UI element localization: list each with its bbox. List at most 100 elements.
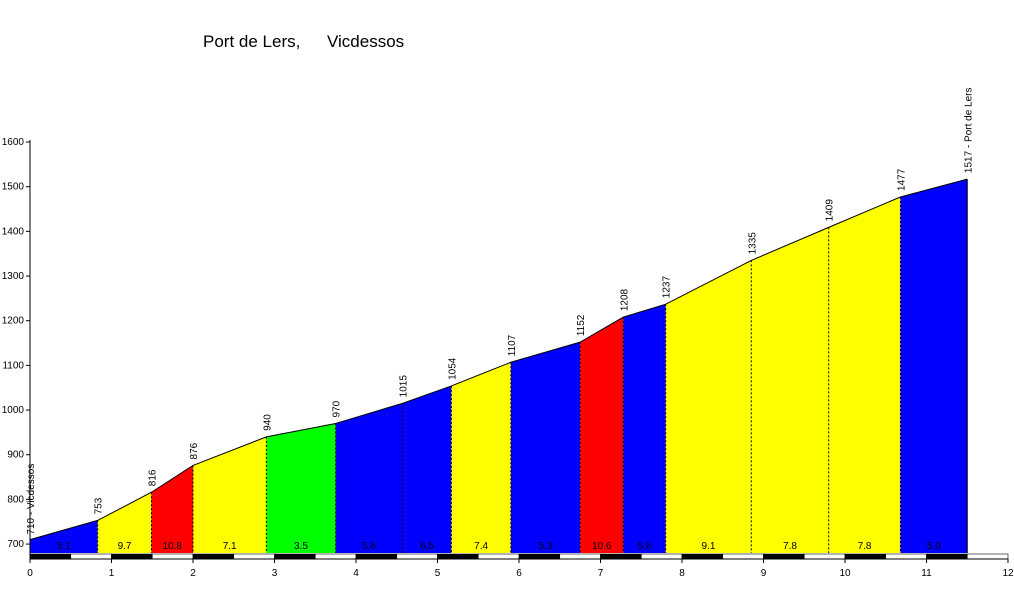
x-tick-label: 12 <box>1002 568 1014 579</box>
distance-bar-block <box>111 553 153 560</box>
y-tick-label: 800 <box>7 494 24 505</box>
y-tick-label: 1600 <box>2 137 25 148</box>
gradient-label: 5.3 <box>539 541 553 552</box>
x-tick-label: 2 <box>190 568 196 579</box>
distance-bar-block <box>559 553 601 560</box>
distance-bar-block <box>355 553 398 560</box>
distance-bar-block <box>722 553 764 560</box>
elevation-label: 1152 <box>576 314 587 336</box>
distance-bar-block <box>600 553 642 560</box>
profile-segment <box>30 520 98 553</box>
y-tick-label: 900 <box>7 450 24 461</box>
chart-title-climb: Port de Lers, <box>203 32 300 51</box>
x-tick-label: 8 <box>679 568 685 579</box>
elevation-label: 876 <box>189 442 200 459</box>
gradient-label: 10.8 <box>162 541 182 552</box>
distance-bar-block <box>844 553 887 560</box>
distance-bar-block <box>640 553 683 560</box>
y-tick-label: 1400 <box>2 226 25 237</box>
gradient-label: 7.1 <box>223 541 237 552</box>
profile-segment <box>335 403 403 553</box>
x-tick-label: 3 <box>272 568 278 579</box>
profile-segment <box>510 342 581 553</box>
profile-outline <box>29 178 968 553</box>
elevation-label: 1015 <box>398 375 409 398</box>
gradient-label: 9.7 <box>118 541 132 552</box>
y-tick-label: 1000 <box>2 405 25 416</box>
x-tick-label: 1 <box>109 568 115 579</box>
gradient-label: 5.6 <box>362 541 376 552</box>
gradient-label: 9.1 <box>702 541 716 552</box>
distance-bar-block <box>966 553 1009 560</box>
distance-bar-block <box>314 553 357 560</box>
profile-segments <box>30 179 968 553</box>
profile-segment <box>828 196 901 553</box>
gradient-label: 7.8 <box>858 541 872 552</box>
endpoint-elevation-label: 710 - Vicdessos <box>26 464 37 535</box>
y-tick-label: 700 <box>7 539 24 550</box>
profile-segment <box>751 227 829 553</box>
elevation-label: 816 <box>147 469 158 486</box>
gradient-labels: 5.1 9.7 10.8 7.1 3.5 5.6 6.5 7.4 5.3 10.6 5.6 9.1 7.… <box>57 541 941 552</box>
elevation-label: 1237 <box>662 276 673 299</box>
gradient-label: 7.8 <box>783 541 797 552</box>
gradient-label: 10.6 <box>592 541 612 552</box>
x-tick-label: 4 <box>353 568 359 579</box>
y-tick-label: 1200 <box>2 316 25 327</box>
profile-segment <box>402 385 452 553</box>
profile-outline-line <box>29 178 968 541</box>
x-tick-label: 6 <box>516 568 522 579</box>
x-tick-label: 5 <box>435 568 441 579</box>
distance-bar-block <box>396 553 438 560</box>
profile-segment <box>623 304 666 553</box>
distance-bar-block <box>885 553 927 560</box>
gradient-label: 5.6 <box>638 541 652 552</box>
gradient-label: 6.5 <box>420 541 434 552</box>
distance-bar-block <box>477 553 520 560</box>
profile-segment <box>900 179 968 553</box>
elevation-labels: 710 - Vicdessos 753 816 876 940 970 1015 1054 11… <box>26 88 974 535</box>
chart-title-town: Vicdessos <box>327 32 404 51</box>
profile-segment <box>97 492 152 553</box>
distance-bar-block <box>763 553 805 560</box>
profile-segment <box>151 465 193 553</box>
x-tick-label: 0 <box>27 568 33 579</box>
distance-bar-block <box>192 553 235 560</box>
distance-bar-block <box>681 553 724 560</box>
distance-bar-block <box>518 553 561 560</box>
elevation-label: 1477 <box>896 168 907 191</box>
distance-bar-block <box>926 553 968 560</box>
profile-segment <box>665 260 752 553</box>
distance-bar-block <box>803 553 846 560</box>
gradient-label: 7.4 <box>474 541 488 552</box>
distance-bar-block <box>274 553 316 560</box>
elevation-label: 1107 <box>507 334 518 356</box>
x-tick-label: 7 <box>598 568 604 579</box>
y-tick-label: 1300 <box>2 271 25 282</box>
x-tick-label: 10 <box>839 568 851 579</box>
distance-bar-block <box>151 553 194 560</box>
distance-bar-block <box>70 553 112 560</box>
elevation-label: 1335 <box>747 232 758 255</box>
profile-segment <box>193 436 267 553</box>
elevation-label: 1409 <box>825 199 836 222</box>
elevation-label: 1054 <box>447 357 458 380</box>
profile-segment <box>580 317 624 553</box>
gradient-label: 5.1 <box>57 541 71 552</box>
elevation-label: 940 <box>262 414 273 431</box>
segment-dividers <box>97 196 901 553</box>
x-tick-label: 9 <box>761 568 767 579</box>
profile-segment <box>451 362 511 553</box>
y-tick-label: 1500 <box>2 182 25 193</box>
endpoint-elevation-label: 1517 - Port de Lers <box>963 88 974 174</box>
elevation-label: 970 <box>332 400 343 417</box>
gradient-label: 5.0 <box>927 541 941 552</box>
y-tick-label: 1100 <box>2 360 24 371</box>
gradient-label: 3.5 <box>294 541 308 552</box>
elevation-label: 1208 <box>619 288 630 311</box>
distance-bar-block <box>29 553 72 560</box>
distance-bar <box>29 553 1009 560</box>
profile-segment <box>266 423 336 553</box>
